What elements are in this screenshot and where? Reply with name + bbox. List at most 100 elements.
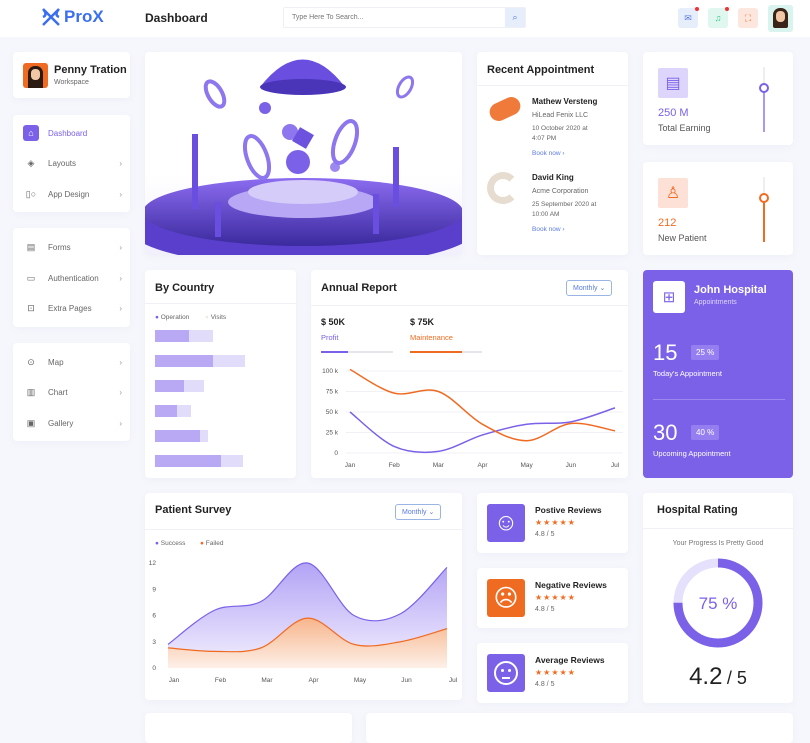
appointment-item: David King Acme Corporation 25 September… <box>532 173 622 233</box>
x-tick-label: Mar <box>261 677 273 684</box>
upcoming-label: Upcoming Appointment <box>653 449 731 458</box>
form-icon: ▤ <box>23 239 39 255</box>
new-patient-card: ♙ 212 New Patient <box>643 162 793 255</box>
earning-slider[interactable] <box>763 67 765 132</box>
mail-button[interactable]: ✉ <box>678 8 698 28</box>
x-tick-label: Mar <box>433 462 445 469</box>
sidebar-item-label: Layouts <box>48 159 76 168</box>
appointment-item: Mathew Versteng HiLead Fenix LLC 10 Octo… <box>532 97 622 157</box>
legend-operation: ● Operation <box>155 314 189 321</box>
chevron-right-icon: › <box>119 304 122 313</box>
sidebar-group-3: ⊙Map› ▥Chart› ▣Gallery› <box>13 343 130 441</box>
fullscreen-button[interactable]: ⛶ <box>738 8 758 28</box>
smile-icon: ☺ <box>487 504 525 542</box>
y-tick-label: 3 <box>152 639 156 646</box>
appointment-image <box>487 94 524 124</box>
x-tick-label: Apr <box>308 677 319 684</box>
card-title: Recent Appointment <box>487 64 594 76</box>
sidebar-item-dashboard[interactable]: ⌂ Dashboard <box>23 122 122 144</box>
notification-button[interactable]: ♫ <box>708 8 728 28</box>
hero-illustration <box>145 52 462 255</box>
auth-icon: ▭ <box>23 270 39 286</box>
appointment-company: HiLead Fenix LLC <box>532 112 622 119</box>
chevron-right-icon: › <box>119 159 122 168</box>
logo-text: ProX <box>64 7 104 27</box>
chart-icon: ▥ <box>23 384 39 400</box>
upcoming-count: 30 <box>653 420 677 446</box>
mail-icon: ✉ <box>684 13 692 24</box>
y-tick-label: 100 k <box>322 368 339 375</box>
profile-name: Penny Tration <box>54 64 127 76</box>
search-input[interactable] <box>284 8 505 27</box>
x-tick-label: Jul <box>449 677 458 684</box>
home-icon: ⌂ <box>23 125 39 141</box>
book-now-link[interactable]: Book now › <box>532 150 622 157</box>
country-bar-operation <box>155 355 213 367</box>
avatar[interactable] <box>768 5 793 32</box>
diamond-icon: ◈ <box>23 155 39 171</box>
x-tick-label: Jan <box>169 677 180 684</box>
profile-card[interactable]: Penny Tration Workspace <box>13 52 130 98</box>
review-card-average: Average Reviews ★★★★★ 4.8 / 5 <box>477 643 628 703</box>
sidebar-item-extra-pages[interactable]: ⊡Extra Pages› <box>23 297 122 319</box>
page-title: Dashboard <box>145 11 208 25</box>
by-country-card: By Country ● Operation ● Visits <box>145 270 296 478</box>
patient-slider[interactable] <box>763 177 765 242</box>
top-header: ProX Dashboard ⌕ ✉ ♫ ⛶ <box>0 0 810 37</box>
line-profit <box>350 408 615 452</box>
sidebar-item-gallery[interactable]: ▣Gallery› <box>23 412 122 434</box>
patient-icon: ♙ <box>658 178 688 208</box>
logo[interactable]: ProX <box>40 6 104 28</box>
today-label: Today's Appointment <box>653 369 722 378</box>
bottom-card <box>366 713 793 743</box>
sidebar-item-authentication[interactable]: ▭Authentication› <box>23 267 122 289</box>
y-tick-label: 0 <box>334 450 338 457</box>
card-title: By Country <box>155 282 214 294</box>
stat-label: Total Earning <box>658 123 711 133</box>
star-rating: ★★★★★ <box>535 668 576 677</box>
sidebar-item-chart[interactable]: ▥Chart› <box>23 381 122 403</box>
x-tick-label: May <box>521 462 534 469</box>
stat-value: 250 M <box>658 107 689 119</box>
upcoming-percent-badge: 40 % <box>691 425 719 440</box>
search-button[interactable]: ⌕ <box>505 8 525 27</box>
chevron-right-icon: › <box>119 358 122 367</box>
y-tick-label: 6 <box>152 613 156 620</box>
x-tick-label: Jan <box>345 462 356 469</box>
bottom-card <box>145 713 352 743</box>
x-tick-label: Feb <box>389 462 401 469</box>
review-title: Average Reviews <box>535 655 605 665</box>
bell-icon: ♫ <box>715 13 722 23</box>
sidebar-group-2: ▤Forms› ▭Authentication› ⊡Extra Pages› <box>13 228 130 327</box>
sidebar-item-label: Map <box>48 358 64 367</box>
neutral-face-icon <box>487 654 525 692</box>
country-bar-operation <box>155 455 221 467</box>
fullscreen-icon: ⛶ <box>745 13 751 24</box>
logo-icon <box>40 6 62 28</box>
rating-percent: 75 % <box>643 594 793 614</box>
stat-label: New Patient <box>658 233 707 243</box>
sidebar-item-forms[interactable]: ▤Forms› <box>23 236 122 258</box>
sidebar-item-app-design[interactable]: ▯○App Design› <box>23 183 122 205</box>
patient-survey-card: Patient Survey Monthly ⌄ ● Success ● Fai… <box>145 493 462 700</box>
sidebar-item-map[interactable]: ⊙Map› <box>23 351 122 373</box>
recent-appointment-card: Recent Appointment Mathew Versteng HiLea… <box>477 52 628 255</box>
chevron-right-icon: › <box>119 243 122 252</box>
review-title: Negative Reviews <box>535 580 607 590</box>
sidebar-item-label: Chart <box>48 388 68 397</box>
sidebar-item-layouts[interactable]: ◈ Layouts › <box>23 152 122 174</box>
sidebar-item-label: Dashboard <box>48 129 87 138</box>
medical-kit-icon: ⊞ <box>653 281 685 313</box>
sidebar-item-label: Gallery <box>48 419 73 428</box>
country-bar-operation <box>155 380 184 392</box>
review-score: 4.8 / 5 <box>535 531 554 538</box>
total-earning-card: ▤ 250 M Total Earning <box>643 52 793 145</box>
3d-scene-illustration <box>145 52 462 255</box>
appointment-date: 25 September 2020 at 10:00 AM <box>532 200 602 220</box>
review-card-positive: ☺ Postive Reviews ★★★★★ 4.8 / 5 <box>477 493 628 553</box>
book-now-link[interactable]: Book now › <box>532 226 622 233</box>
x-tick-label: Apr <box>477 462 488 469</box>
card-title: Hospital Rating <box>657 504 738 516</box>
